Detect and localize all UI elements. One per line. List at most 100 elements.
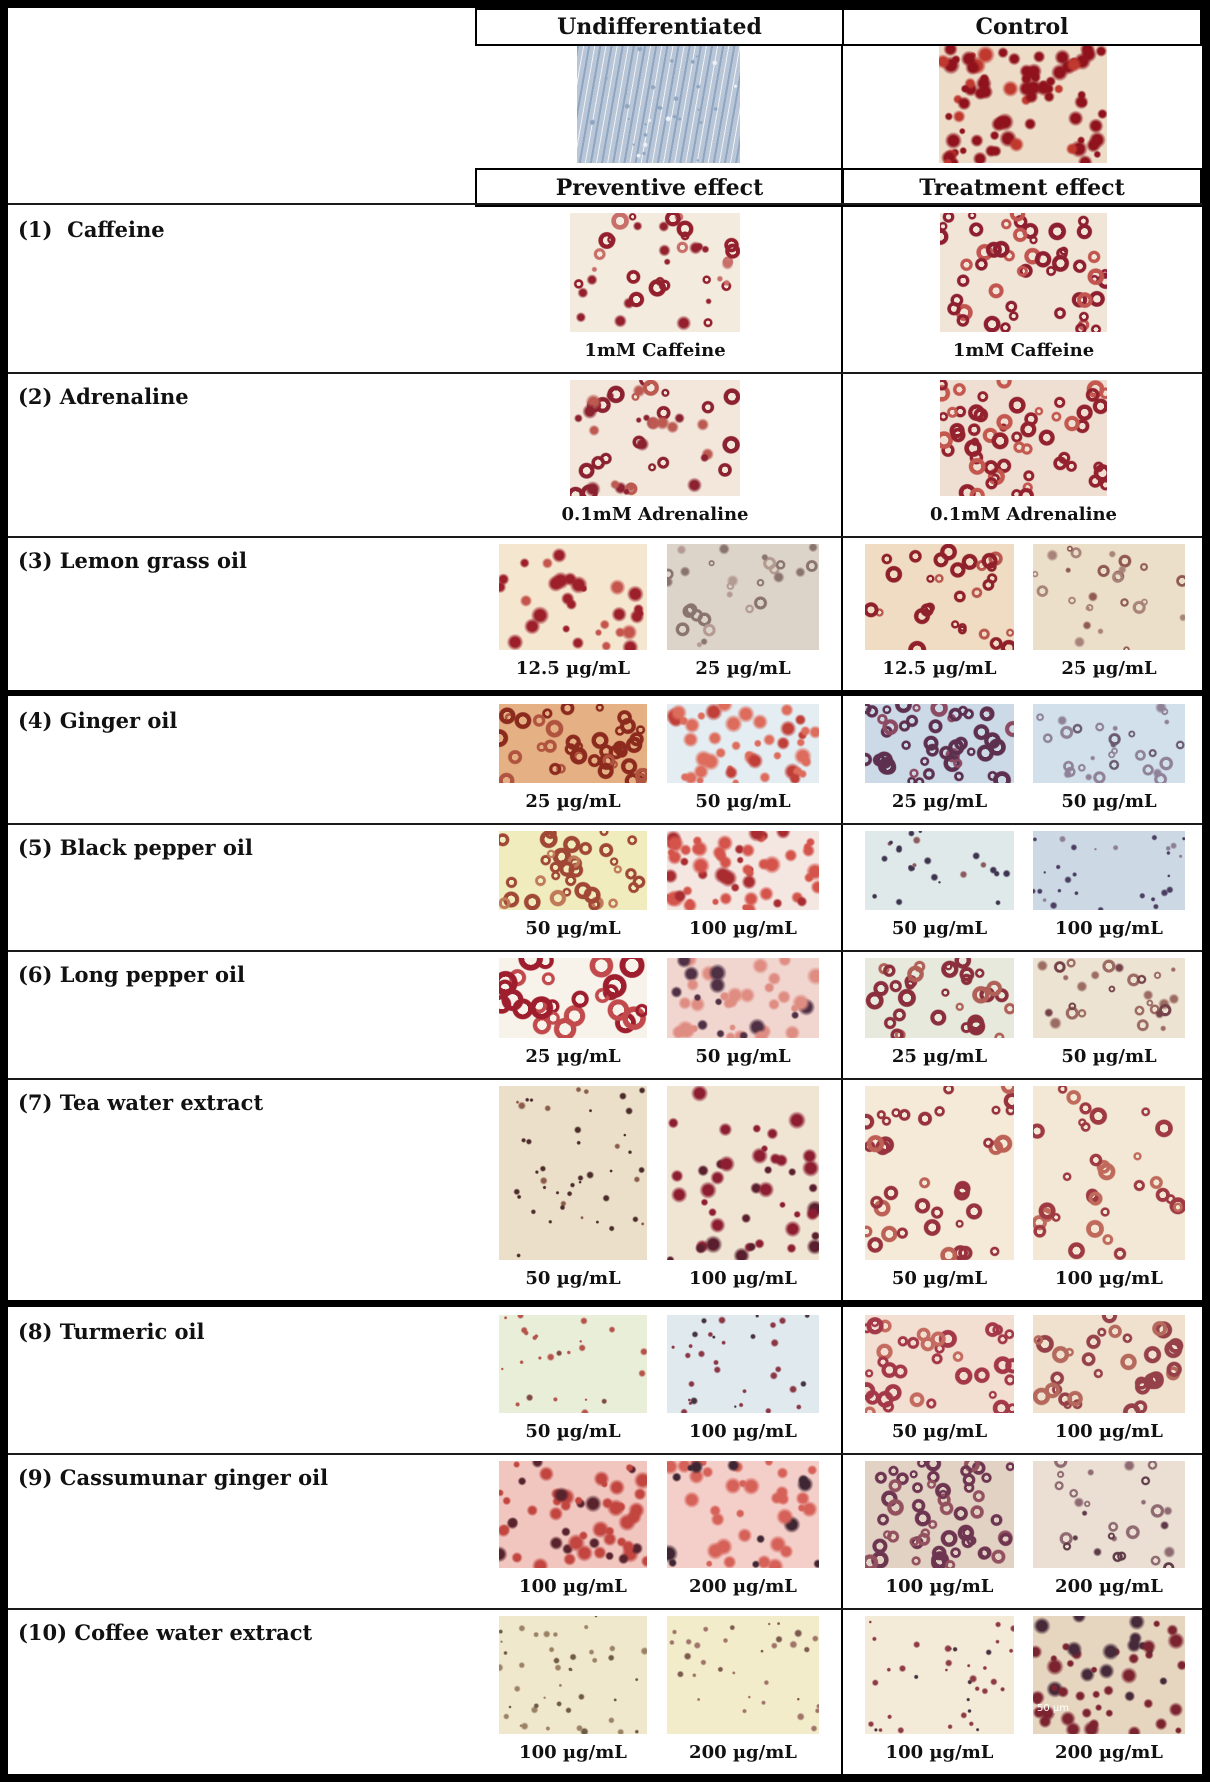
row-label: (7) Tea water extract [18,1090,264,1115]
micrograph-caption: 200 µg/mL [689,1576,797,1597]
micrograph-preventive-1 [570,213,740,332]
micrograph-treatment-1 [865,1315,1014,1413]
micrograph-caption: 200 µg/mL [689,1742,797,1763]
micrograph-caption: 50 µg/mL [695,1046,791,1067]
micrograph-treatment-1 [865,831,1014,910]
micrograph-caption: 200 µg/mL [1055,1576,1163,1597]
micrograph-caption: 100 µg/mL [1055,1268,1163,1289]
row-label: (5) Black pepper oil [18,835,253,860]
micrograph-preventive-2 [667,831,819,910]
micrograph-treatment-1 [865,1086,1014,1260]
micrograph-treatment-1 [940,213,1107,332]
effect-header-row: Preventive effect Treatment effect [475,168,1202,207]
micrograph-caption: 12.5 µg/mL [515,658,631,679]
control-micrograph [939,46,1107,163]
column-divider [841,44,843,1774]
micrograph-treatment-1 [865,544,1014,650]
micrograph-preventive-2 [667,1616,819,1734]
row-separator [8,1078,1202,1080]
micrograph-caption: 25 µg/mL [525,1046,621,1067]
micrograph-preventive-2 [667,1086,819,1260]
micrograph-preventive-1 [570,380,740,496]
undifferentiated-micrograph [577,46,740,163]
row-label: (8) Turmeric oil [18,1319,205,1344]
micrograph-preventive-1 [499,1616,647,1734]
micrograph-treatment-2 [1033,1086,1185,1260]
micrograph-caption: 25 µg/mL [1061,658,1157,679]
row-separator [8,372,1202,374]
micrograph-caption: 100 µg/mL [885,1576,994,1597]
micrograph-caption: 100 µg/mL [689,1268,797,1289]
micrograph-treatment-2 [1033,544,1185,650]
micrograph-caption: 12.5 µg/mL [882,658,997,679]
row-separator [8,536,1202,538]
column-header-preventive-effect: Preventive effect [477,170,844,205]
row-label: (2) Adrenaline [18,384,189,409]
micrograph-caption: 50 µg/mL [525,1268,621,1289]
micrograph-treatment-1 [865,704,1014,783]
micrograph-caption: 1mM Caffeine [584,340,726,361]
micrograph-caption: 100 µg/mL [689,918,797,939]
micrograph-treatment-2: 50 µm [1033,1616,1185,1734]
micrograph-preventive-2 [667,544,819,650]
micrograph-treatment-2 [1033,1315,1185,1413]
row-label: (6) Long pepper oil [18,962,245,987]
micrograph-caption: 0.1mM Adrenaline [561,504,749,525]
micrograph-caption: 1mM Caffeine [952,340,1095,361]
micrograph-caption: 50 µg/mL [1061,791,1157,812]
micrograph-caption: 100 µg/mL [519,1576,627,1597]
micrograph-preventive-2 [667,958,819,1038]
micrograph-caption: 50 µg/mL [695,791,791,812]
group-separator [8,1300,1202,1307]
micrograph-treatment-2 [1033,1461,1185,1568]
micrograph-treatment-2 [1033,958,1185,1038]
micrograph-preventive-2 [667,1315,819,1413]
micrograph-treatment-2 [1033,704,1185,783]
micrograph-preventive-1 [499,958,647,1038]
scale-bar-label: 50 µm [1037,1703,1070,1714]
column-header-control: Control [975,14,1069,40]
row-separator [8,203,1202,205]
row-label: (9) Cassumunar ginger oil [18,1465,329,1490]
micrograph-preventive-1 [499,1461,647,1568]
micrograph-caption: 200 µg/mL [1055,1742,1163,1763]
micrograph-caption: 0.1mM Adrenaline [929,504,1117,525]
micrograph-preventive-1 [499,544,647,650]
micrograph-caption: 50 µg/mL [891,918,988,939]
micrograph-preventive-2 [667,1461,819,1568]
row-label: (4) Ginger oil [18,708,178,733]
row-label: (3) Lemon grass oil [18,548,248,573]
micrograph-caption: 25 µg/mL [525,791,621,812]
micrograph-caption: 50 µg/mL [891,1421,988,1442]
column-header-undifferentiated: Undifferentiated [477,10,844,44]
micrograph-treatment-1 [865,958,1014,1038]
micrograph-treatment-1 [865,1616,1014,1734]
group-separator [8,690,1202,696]
micrograph-treatment-1 [865,1461,1014,1568]
row-label: (10) Coffee water extract [18,1620,313,1645]
micrograph-caption: 100 µg/mL [519,1742,627,1763]
micrograph-caption: 100 µg/mL [1055,918,1163,939]
row-label: (1) Caffeine [18,217,165,242]
micrograph-caption: 25 µg/mL [891,791,988,812]
micrograph-preventive-2 [667,704,819,783]
top-header-row: Undifferentiated Control [475,8,1202,46]
micrograph-caption: 25 µg/mL [695,658,791,679]
micrograph-caption: 50 µg/mL [1061,1046,1157,1067]
micrograph-treatment-2 [1033,831,1185,910]
row-separator [8,1453,1202,1455]
micrograph-caption: 50 µg/mL [891,1268,988,1289]
micrograph-caption: 50 µg/mL [525,1421,621,1442]
micrograph-caption: 100 µg/mL [1055,1421,1163,1442]
micrograph-caption: 100 µg/mL [689,1421,797,1442]
row-separator [8,1608,1202,1610]
micrograph-preventive-1 [499,704,647,783]
micrograph-treatment-1 [940,380,1107,496]
micrograph-preventive-1 [499,831,647,910]
row-separator [8,950,1202,952]
micrograph-preventive-1 [499,1315,647,1413]
micrograph-caption: 25 µg/mL [891,1046,988,1067]
micrograph-preventive-1 [499,1086,647,1260]
micrograph-caption: 100 µg/mL [885,1742,994,1763]
